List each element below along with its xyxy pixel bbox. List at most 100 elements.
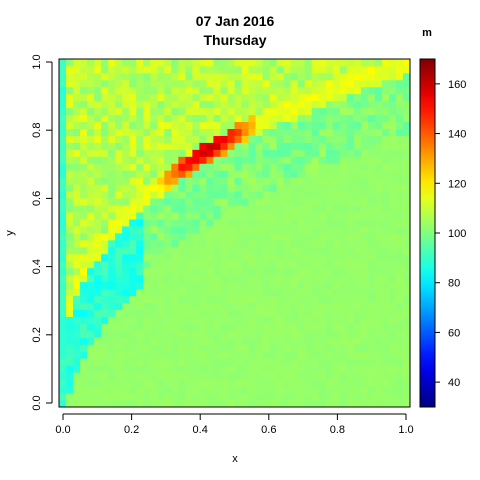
heatmap-cell	[269, 163, 278, 171]
heatmap-cell	[122, 260, 130, 269]
heatmap-cell	[206, 358, 214, 366]
heatmap-cell	[115, 267, 123, 276]
heatmap-cell	[374, 233, 383, 241]
heatmap-cell	[143, 163, 151, 171]
heatmap-cell	[339, 309, 348, 317]
heatmap-cell	[346, 400, 355, 408]
heatmap-cell	[157, 219, 165, 227]
heatmap-cell	[402, 386, 411, 394]
heatmap-cell	[297, 372, 306, 380]
heatmap-cell	[332, 386, 341, 394]
heatmap-cell	[66, 72, 74, 81]
heatmap-cell	[353, 309, 362, 317]
heatmap-cell	[150, 121, 158, 129]
heatmap-cell	[101, 121, 109, 129]
heatmap-cell	[87, 393, 95, 401]
heatmap-cell	[325, 358, 334, 366]
heatmap-cell	[192, 93, 200, 102]
heatmap-cell	[255, 288, 263, 297]
heatmap-cell	[122, 149, 130, 157]
heatmap-cell	[206, 198, 214, 206]
heatmap-cell	[192, 302, 200, 310]
heatmap-cell	[115, 163, 123, 171]
heatmap-cell	[129, 295, 137, 303]
heatmap-cell	[178, 219, 186, 227]
heatmap-cell	[276, 100, 285, 109]
heatmap-cell	[325, 184, 334, 192]
heatmap-cell	[395, 344, 404, 352]
heatmap-cell	[157, 100, 165, 109]
heatmap-cell	[178, 72, 186, 81]
heatmap-cell	[143, 309, 151, 317]
heatmap-cell	[262, 344, 270, 352]
heatmap-cell	[129, 233, 137, 241]
heatmap-cell	[241, 344, 249, 352]
heatmap-cell	[220, 100, 228, 109]
heatmap-cell	[346, 288, 355, 297]
heatmap-cell	[59, 351, 67, 359]
heatmap-cell	[206, 302, 214, 310]
heatmap-cell	[115, 295, 123, 303]
heatmap-cell	[353, 59, 362, 67]
heatmap-cell	[339, 365, 348, 373]
heatmap-cell	[171, 344, 179, 352]
heatmap-cell	[367, 233, 376, 241]
heatmap-cell	[80, 351, 88, 359]
heatmap-cell	[108, 65, 116, 74]
heatmap-cell	[395, 365, 404, 373]
heatmap-cell	[388, 170, 397, 178]
heatmap-cell	[276, 246, 285, 255]
heatmap-cell	[94, 309, 102, 317]
heatmap-cell	[171, 156, 179, 164]
heatmap-cell	[199, 288, 207, 297]
heatmap-cell	[388, 372, 397, 380]
heatmap-cell	[234, 135, 242, 143]
heatmap-cell	[164, 86, 172, 95]
heatmap-cell	[374, 212, 383, 220]
heatmap-cell	[360, 267, 369, 276]
heatmap-cell	[73, 267, 81, 276]
heatmap-cell	[262, 156, 270, 164]
heatmap-cell	[185, 163, 193, 171]
heatmap-cell	[234, 337, 242, 345]
heatmap-cell	[101, 351, 109, 359]
heatmap-cell	[136, 274, 144, 283]
heatmap-cell	[283, 142, 292, 150]
heatmap-cell	[150, 198, 158, 206]
heatmap-cell	[178, 239, 186, 248]
heatmap-cell	[157, 281, 165, 290]
heatmap-cell	[255, 351, 263, 359]
heatmap-cell	[73, 198, 81, 206]
heatmap-cell	[332, 156, 341, 164]
heatmap-cell	[192, 198, 200, 206]
heatmap-cell	[388, 212, 397, 220]
heatmap-cell	[381, 163, 390, 171]
heatmap-cell	[220, 316, 228, 324]
heatmap-cell	[157, 135, 165, 143]
heatmap-cell	[220, 365, 228, 373]
heatmap-cell	[262, 267, 270, 276]
heatmap-cell	[101, 184, 109, 192]
heatmap-cell	[199, 198, 207, 206]
heatmap-cell	[339, 274, 348, 283]
heatmap-cell	[171, 191, 179, 199]
heatmap-cell	[178, 100, 186, 109]
heatmap-cell	[353, 393, 362, 401]
heatmap-cell	[325, 295, 334, 303]
heatmap-cell	[255, 281, 263, 290]
heatmap-cell	[192, 233, 200, 241]
heatmap-cell	[171, 267, 179, 276]
heatmap-cell	[290, 142, 299, 150]
heatmap-cell	[143, 205, 151, 213]
heatmap-cell	[178, 358, 186, 366]
heatmap-cell	[227, 128, 235, 136]
heatmap-cell	[276, 121, 285, 129]
heatmap-cell	[339, 212, 348, 220]
heatmap-cell	[87, 107, 95, 116]
heatmap-cell	[73, 372, 81, 380]
heatmap-cell	[143, 93, 151, 102]
heatmap-cell	[374, 365, 383, 373]
heatmap-cell	[101, 149, 109, 157]
heatmap-cell	[101, 93, 109, 102]
heatmap-cell	[108, 121, 116, 129]
